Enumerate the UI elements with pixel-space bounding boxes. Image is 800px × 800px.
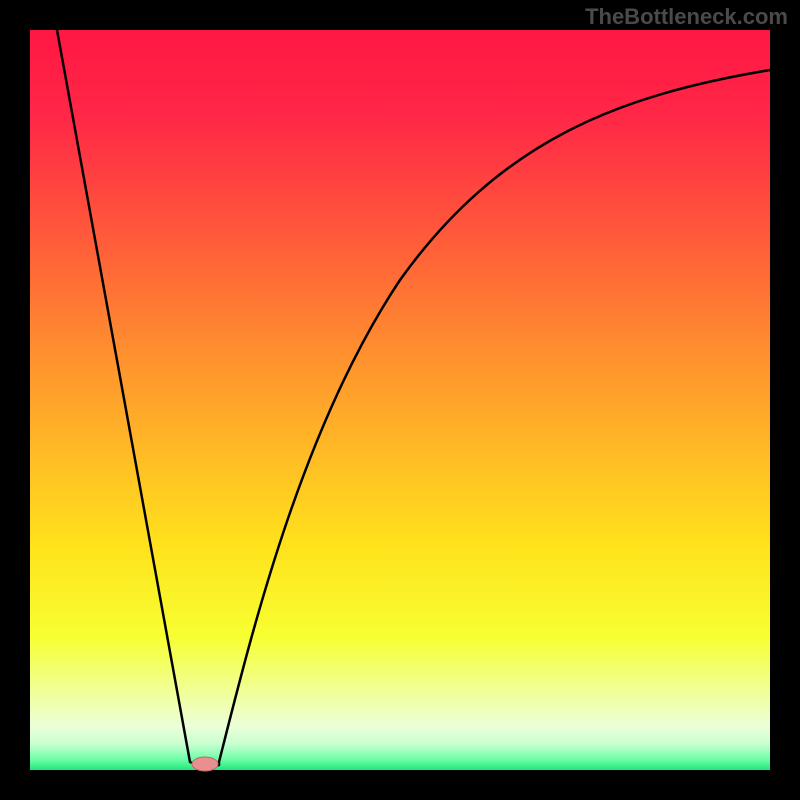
optimal-marker <box>192 757 218 771</box>
bottleneck-chart-container: TheBottleneck.com <box>0 0 800 800</box>
chart-plot-area <box>30 30 770 770</box>
watermark-text: TheBottleneck.com <box>585 4 788 30</box>
bottleneck-chart <box>0 0 800 800</box>
